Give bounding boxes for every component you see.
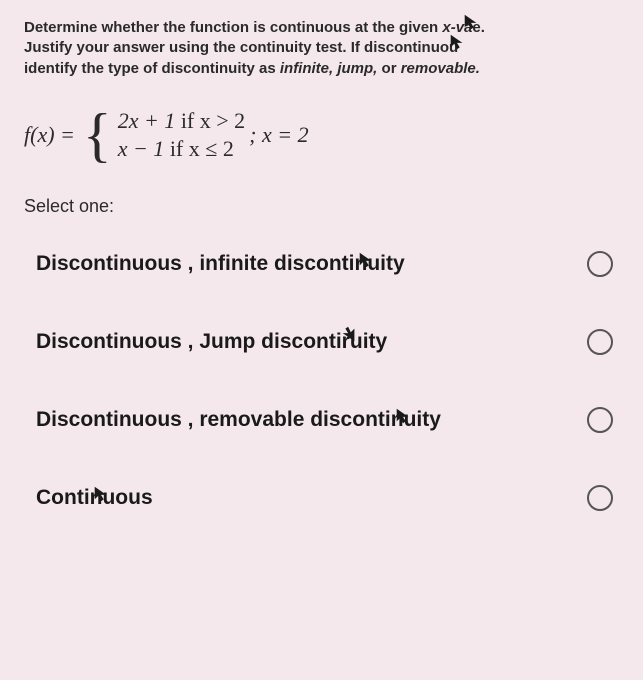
option-text-post: us [128, 486, 153, 510]
radio-button[interactable] [587, 485, 613, 511]
option-4-text: Continuous [36, 486, 153, 510]
piece1-cond: if x > 2 [175, 108, 245, 133]
radio-button[interactable] [587, 407, 613, 433]
instruction-removable: removable. [401, 60, 480, 77]
x-value: ; x = 2 [249, 122, 308, 148]
piece2-cond: if x ≤ 2 [164, 136, 234, 161]
piece1-expr: 2x + 1 [118, 108, 176, 133]
option-2-text: Discontinuous , Jump discontiruity [36, 330, 387, 354]
option-row[interactable]: Discontinuous , Jump discontiruity [36, 329, 619, 355]
instruction-types: infinite, jump, [280, 60, 378, 77]
piecewise-cases: 2x + 1 if x > 2 x − 1 if x ≤ 2 [118, 107, 245, 164]
function-definition: f(x) = { 2x + 1 if x > 2 x − 1 if x ≤ 2 … [24, 107, 619, 164]
options-group: Discontinuous , infinite discontinuity D… [24, 251, 619, 511]
option-text-post: ity [380, 252, 405, 276]
option-text-pre: Discontinuous , Jump discontir [36, 330, 350, 354]
instruction-or: or [377, 60, 400, 77]
radio-button[interactable] [587, 329, 613, 355]
option-text-pre: Discontinuous , removable discontin [36, 408, 404, 432]
piecewise-brace: { [83, 111, 112, 159]
option-text-post: ity [363, 330, 388, 354]
option-row[interactable]: Discontinuous , removable discontinuity [36, 407, 619, 433]
radio-button[interactable] [587, 251, 613, 277]
instruction-line3-part1: identify the type of discontinuity as [24, 60, 280, 77]
piece-1: 2x + 1 if x > 2 [118, 107, 245, 136]
option-text-post: ity [416, 408, 441, 432]
instruction-line1-part1: Determine whether the function is contin… [24, 19, 442, 36]
option-row[interactable]: Continuous [36, 485, 619, 511]
option-1-text: Discontinuous , infinite discontinuity [36, 252, 405, 276]
piece-2: x − 1 if x ≤ 2 [118, 135, 245, 164]
instruction-line2: Justify your answer using the continuity… [24, 39, 458, 56]
piece2-expr: x − 1 [118, 136, 165, 161]
option-row[interactable]: Discontinuous , infinite discontinuity [36, 251, 619, 277]
option-3-text: Discontinuous , removable discontinuity [36, 408, 441, 432]
question-instructions: Determine whether the function is contin… [24, 18, 619, 79]
option-text-pre: Discontinuous , infinite discontin [36, 252, 367, 276]
function-lhs: f(x) = [24, 122, 75, 148]
select-one-label: Select one: [24, 196, 619, 217]
